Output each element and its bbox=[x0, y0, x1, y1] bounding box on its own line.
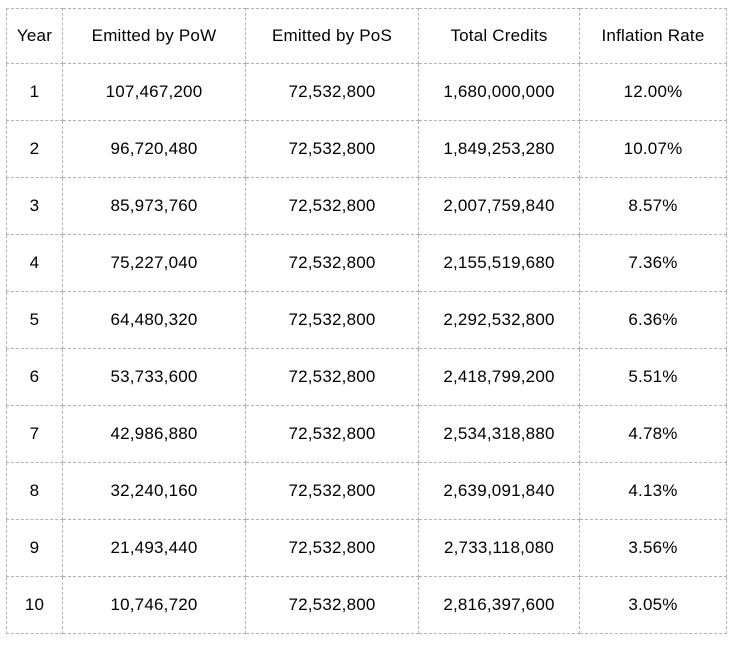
table-cell-total-credits: 2,534,318,880 bbox=[418, 405, 580, 463]
table-cell-inflation-rate: 7.36% bbox=[579, 234, 727, 292]
column-header-total-credits: Total Credits bbox=[418, 8, 580, 64]
table-cell-year: 7 bbox=[6, 405, 63, 463]
table-cell-emitted-by-pow: 10,746,720 bbox=[62, 576, 246, 634]
table-cell-inflation-rate: 12.00% bbox=[579, 63, 727, 121]
emission-schedule-table: Year Emitted by PoW Emitted by PoS Total Cr… bbox=[6, 8, 727, 634]
table-cell-inflation-rate: 4.13% bbox=[579, 462, 727, 520]
table-cell-total-credits: 2,639,091,840 bbox=[418, 462, 580, 520]
column-header-emitted-by-pow: Emitted by PoW bbox=[62, 8, 246, 64]
table-row: 10 10,746,720 72,532,800 2,816,397,600 3.05% bbox=[6, 576, 727, 634]
table-cell-inflation-rate: 6.36% bbox=[579, 291, 727, 349]
table-cell-year: 6 bbox=[6, 348, 63, 406]
table-row: 9 21,493,440 72,532,800 2,733,118,080 3.56% bbox=[6, 519, 727, 577]
table-cell-emitted-by-pow: 32,240,160 bbox=[62, 462, 246, 520]
table-cell-emitted-by-pos: 72,532,800 bbox=[245, 462, 419, 520]
table-cell-inflation-rate: 10.07% bbox=[579, 120, 727, 178]
table-cell-total-credits: 1,680,000,000 bbox=[418, 63, 580, 121]
table-cell-year: 1 bbox=[6, 63, 63, 121]
table-cell-year: 3 bbox=[6, 177, 63, 235]
column-header-year: Year bbox=[6, 8, 63, 64]
table-cell-total-credits: 2,155,519,680 bbox=[418, 234, 580, 292]
table-cell-inflation-rate: 3.56% bbox=[579, 519, 727, 577]
table-cell-total-credits: 2,292,532,800 bbox=[418, 291, 580, 349]
table-cell-year: 4 bbox=[6, 234, 63, 292]
table-cell-emitted-by-pow: 75,227,040 bbox=[62, 234, 246, 292]
table-cell-total-credits: 2,733,118,080 bbox=[418, 519, 580, 577]
table-cell-emitted-by-pos: 72,532,800 bbox=[245, 291, 419, 349]
table-cell-emitted-by-pos: 72,532,800 bbox=[245, 234, 419, 292]
table-cell-emitted-by-pos: 72,532,800 bbox=[245, 63, 419, 121]
table-header: Year Emitted by PoW Emitted by PoS Total Cr… bbox=[6, 8, 727, 64]
table-cell-emitted-by-pow: 42,986,880 bbox=[62, 405, 246, 463]
table-row: 1 107,467,200 72,532,800 1,680,000,000 12.00… bbox=[6, 63, 727, 121]
table-row: 7 42,986,880 72,532,800 2,534,318,880 4.78% bbox=[6, 405, 727, 463]
table-cell-total-credits: 2,418,799,200 bbox=[418, 348, 580, 406]
table-cell-emitted-by-pow: 64,480,320 bbox=[62, 291, 246, 349]
table-cell-inflation-rate: 4.78% bbox=[579, 405, 727, 463]
table-cell-emitted-by-pos: 72,532,800 bbox=[245, 576, 419, 634]
table-row: 3 85,973,760 72,532,800 2,007,759,840 8.57% bbox=[6, 177, 727, 235]
table-cell-emitted-by-pow: 107,467,200 bbox=[62, 63, 246, 121]
table-cell-year: 5 bbox=[6, 291, 63, 349]
table-row: 5 64,480,320 72,532,800 2,292,532,800 6.36% bbox=[6, 291, 727, 349]
table-cell-emitted-by-pos: 72,532,800 bbox=[245, 348, 419, 406]
table-cell-emitted-by-pos: 72,532,800 bbox=[245, 177, 419, 235]
table-cell-emitted-by-pos: 72,532,800 bbox=[245, 405, 419, 463]
column-header-inflation-rate: Inflation Rate bbox=[579, 8, 727, 64]
table-cell-emitted-by-pow: 21,493,440 bbox=[62, 519, 246, 577]
table-cell-total-credits: 2,816,397,600 bbox=[418, 576, 580, 634]
table-body: 1 107,467,200 72,532,800 1,680,000,000 12.00… bbox=[6, 63, 727, 634]
table-cell-emitted-by-pow: 96,720,480 bbox=[62, 120, 246, 178]
table-cell-emitted-by-pow: 53,733,600 bbox=[62, 348, 246, 406]
table-cell-inflation-rate: 8.57% bbox=[579, 177, 727, 235]
table-cell-total-credits: 2,007,759,840 bbox=[418, 177, 580, 235]
table-cell-emitted-by-pow: 85,973,760 bbox=[62, 177, 246, 235]
table-row: 6 53,733,600 72,532,800 2,418,799,200 5.51% bbox=[6, 348, 727, 406]
table-row: 2 96,720,480 72,532,800 1,849,253,280 10.07% bbox=[6, 120, 727, 178]
table-cell-year: 9 bbox=[6, 519, 63, 577]
table-cell-emitted-by-pos: 72,532,800 bbox=[245, 519, 419, 577]
table-cell-inflation-rate: 3.05% bbox=[579, 576, 727, 634]
column-header-emitted-by-pos: Emitted by PoS bbox=[245, 8, 419, 64]
table-cell-emitted-by-pos: 72,532,800 bbox=[245, 120, 419, 178]
table-cell-year: 10 bbox=[6, 576, 63, 634]
table-cell-inflation-rate: 5.51% bbox=[579, 348, 727, 406]
table-row: 4 75,227,040 72,532,800 2,155,519,680 7.36% bbox=[6, 234, 727, 292]
header-row: Year Emitted by PoW Emitted by PoS Total Cr… bbox=[6, 8, 727, 64]
table-row: 8 32,240,160 72,532,800 2,639,091,840 4.13% bbox=[6, 462, 727, 520]
table-cell-year: 2 bbox=[6, 120, 63, 178]
table-cell-year: 8 bbox=[6, 462, 63, 520]
table-cell-total-credits: 1,849,253,280 bbox=[418, 120, 580, 178]
